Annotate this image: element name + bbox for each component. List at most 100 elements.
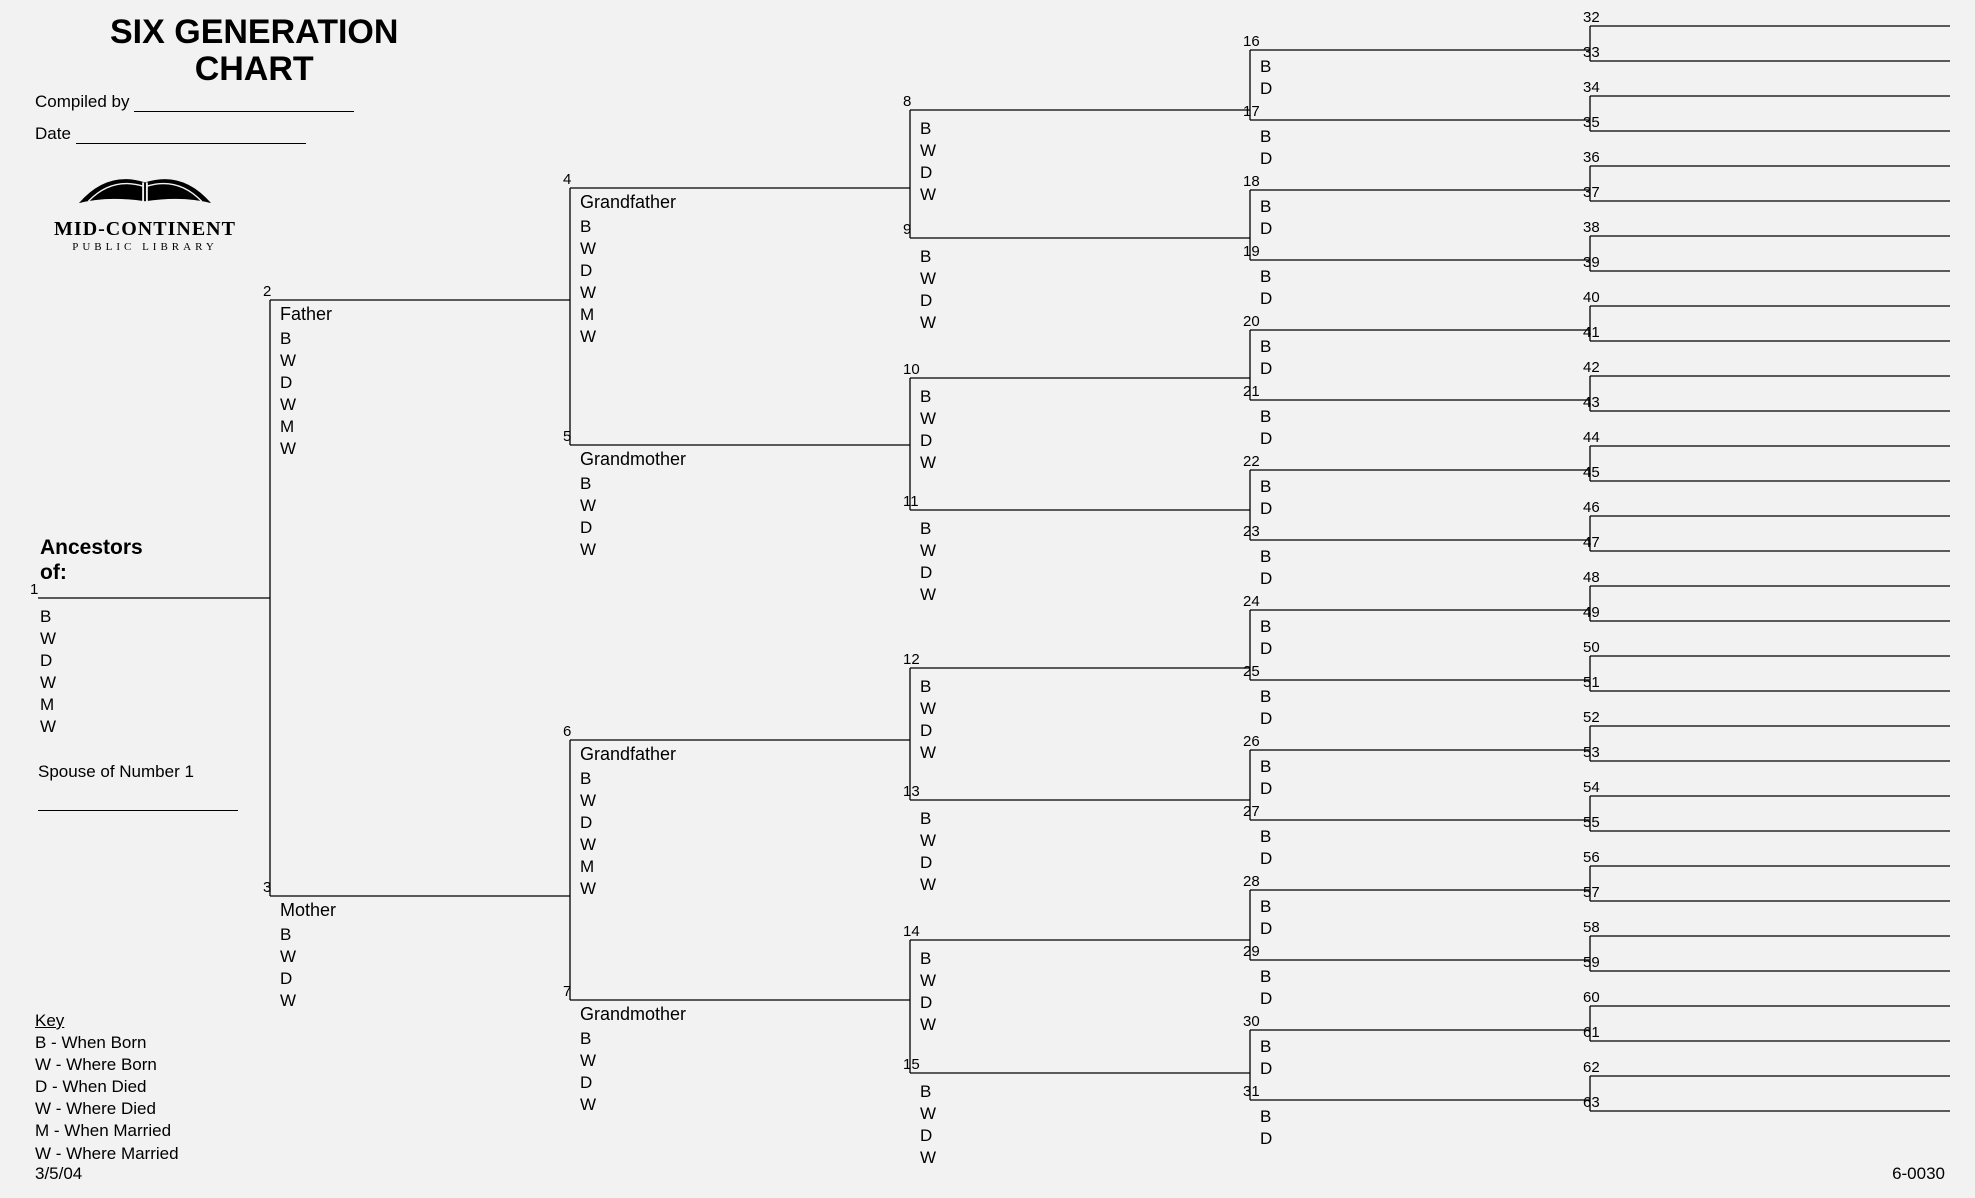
svg-text:B: B <box>1260 1107 1271 1126</box>
svg-text:D: D <box>920 1126 932 1145</box>
svg-text:B: B <box>580 474 591 493</box>
svg-text:B: B <box>920 387 931 406</box>
svg-text:W: W <box>920 585 936 604</box>
svg-text:18: 18 <box>1243 173 1260 190</box>
svg-text:24: 24 <box>1243 593 1260 610</box>
svg-text:55: 55 <box>1583 814 1600 831</box>
svg-text:W: W <box>40 673 56 692</box>
svg-text:36: 36 <box>1583 149 1600 166</box>
svg-text:47: 47 <box>1583 534 1600 551</box>
svg-text:16: 16 <box>1243 33 1260 50</box>
svg-text:W: W <box>920 875 936 894</box>
svg-text:Mother: Mother <box>280 900 336 920</box>
svg-text:57: 57 <box>1583 884 1600 901</box>
svg-text:19: 19 <box>1243 243 1260 260</box>
svg-text:B: B <box>1260 547 1271 566</box>
svg-text:51: 51 <box>1583 674 1600 691</box>
svg-text:37: 37 <box>1583 184 1600 201</box>
svg-text:D: D <box>920 163 932 182</box>
svg-text:D: D <box>920 853 932 872</box>
svg-text:W: W <box>580 1095 596 1114</box>
svg-text:4: 4 <box>563 171 571 188</box>
svg-text:28: 28 <box>1243 873 1260 890</box>
svg-text:D: D <box>920 721 932 740</box>
svg-text:W: W <box>920 1148 936 1167</box>
svg-text:53: 53 <box>1583 744 1600 761</box>
svg-text:W: W <box>580 1051 596 1070</box>
svg-text:W: W <box>580 540 596 559</box>
svg-text:D: D <box>280 373 292 392</box>
svg-text:D: D <box>580 518 592 537</box>
svg-text:30: 30 <box>1243 1013 1260 1030</box>
pedigree-chart: 1BWDWMW2FatherBWDWMW3MotherBWDW4Grandfat… <box>0 0 1975 1198</box>
svg-text:39: 39 <box>1583 254 1600 271</box>
svg-text:B: B <box>580 217 591 236</box>
svg-text:B: B <box>580 769 591 788</box>
svg-text:B: B <box>40 607 51 626</box>
svg-text:W: W <box>920 185 936 204</box>
svg-text:B: B <box>1260 197 1271 216</box>
svg-text:B: B <box>920 949 931 968</box>
svg-text:50: 50 <box>1583 639 1600 656</box>
svg-text:W: W <box>280 947 296 966</box>
svg-text:B: B <box>1260 127 1271 146</box>
svg-text:B: B <box>1260 617 1271 636</box>
svg-text:33: 33 <box>1583 44 1600 61</box>
svg-text:59: 59 <box>1583 954 1600 971</box>
svg-text:B: B <box>1260 267 1271 286</box>
svg-text:W: W <box>920 409 936 428</box>
svg-text:W: W <box>280 991 296 1010</box>
svg-text:Grandfather: Grandfather <box>580 192 676 212</box>
svg-text:W: W <box>920 313 936 332</box>
svg-text:W: W <box>280 351 296 370</box>
svg-text:B: B <box>1260 1037 1271 1056</box>
svg-text:W: W <box>920 1104 936 1123</box>
svg-text:W: W <box>920 141 936 160</box>
svg-text:54: 54 <box>1583 779 1600 796</box>
svg-text:10: 10 <box>903 361 920 378</box>
svg-text:17: 17 <box>1243 103 1260 120</box>
svg-text:W: W <box>920 831 936 850</box>
svg-text:B: B <box>1260 897 1271 916</box>
svg-text:W: W <box>920 699 936 718</box>
svg-text:D: D <box>1260 289 1272 308</box>
svg-text:B: B <box>1260 827 1271 846</box>
svg-text:B: B <box>1260 57 1271 76</box>
svg-text:D: D <box>920 291 932 310</box>
svg-text:M: M <box>580 305 594 324</box>
svg-text:43: 43 <box>1583 394 1600 411</box>
svg-text:1: 1 <box>30 581 38 598</box>
svg-text:B: B <box>1260 967 1271 986</box>
svg-text:W: W <box>40 629 56 648</box>
svg-text:D: D <box>40 651 52 670</box>
svg-text:26: 26 <box>1243 733 1260 750</box>
svg-text:44: 44 <box>1583 429 1600 446</box>
page: SIX GENERATION CHART Compiled by Date MI… <box>0 0 1975 1198</box>
svg-text:B: B <box>1260 337 1271 356</box>
svg-text:21: 21 <box>1243 383 1260 400</box>
svg-text:34: 34 <box>1583 79 1600 96</box>
svg-text:M: M <box>280 417 294 436</box>
svg-text:D: D <box>1260 499 1272 518</box>
svg-text:23: 23 <box>1243 523 1260 540</box>
svg-text:B: B <box>1260 687 1271 706</box>
svg-text:D: D <box>1260 359 1272 378</box>
svg-text:D: D <box>1260 779 1272 798</box>
svg-text:63: 63 <box>1583 1094 1600 1111</box>
svg-text:45: 45 <box>1583 464 1600 481</box>
svg-text:15: 15 <box>903 1056 920 1073</box>
svg-text:B: B <box>580 1029 591 1048</box>
svg-text:W: W <box>920 743 936 762</box>
svg-text:W: W <box>920 453 936 472</box>
svg-text:14: 14 <box>903 923 920 940</box>
svg-text:D: D <box>1260 709 1272 728</box>
svg-text:D: D <box>1260 989 1272 1008</box>
svg-text:Grandmother: Grandmother <box>580 449 686 469</box>
svg-text:D: D <box>920 993 932 1012</box>
svg-text:60: 60 <box>1583 989 1600 1006</box>
svg-text:42: 42 <box>1583 359 1600 376</box>
svg-text:W: W <box>580 239 596 258</box>
svg-text:D: D <box>1260 569 1272 588</box>
svg-text:52: 52 <box>1583 709 1600 726</box>
svg-text:D: D <box>580 1073 592 1092</box>
